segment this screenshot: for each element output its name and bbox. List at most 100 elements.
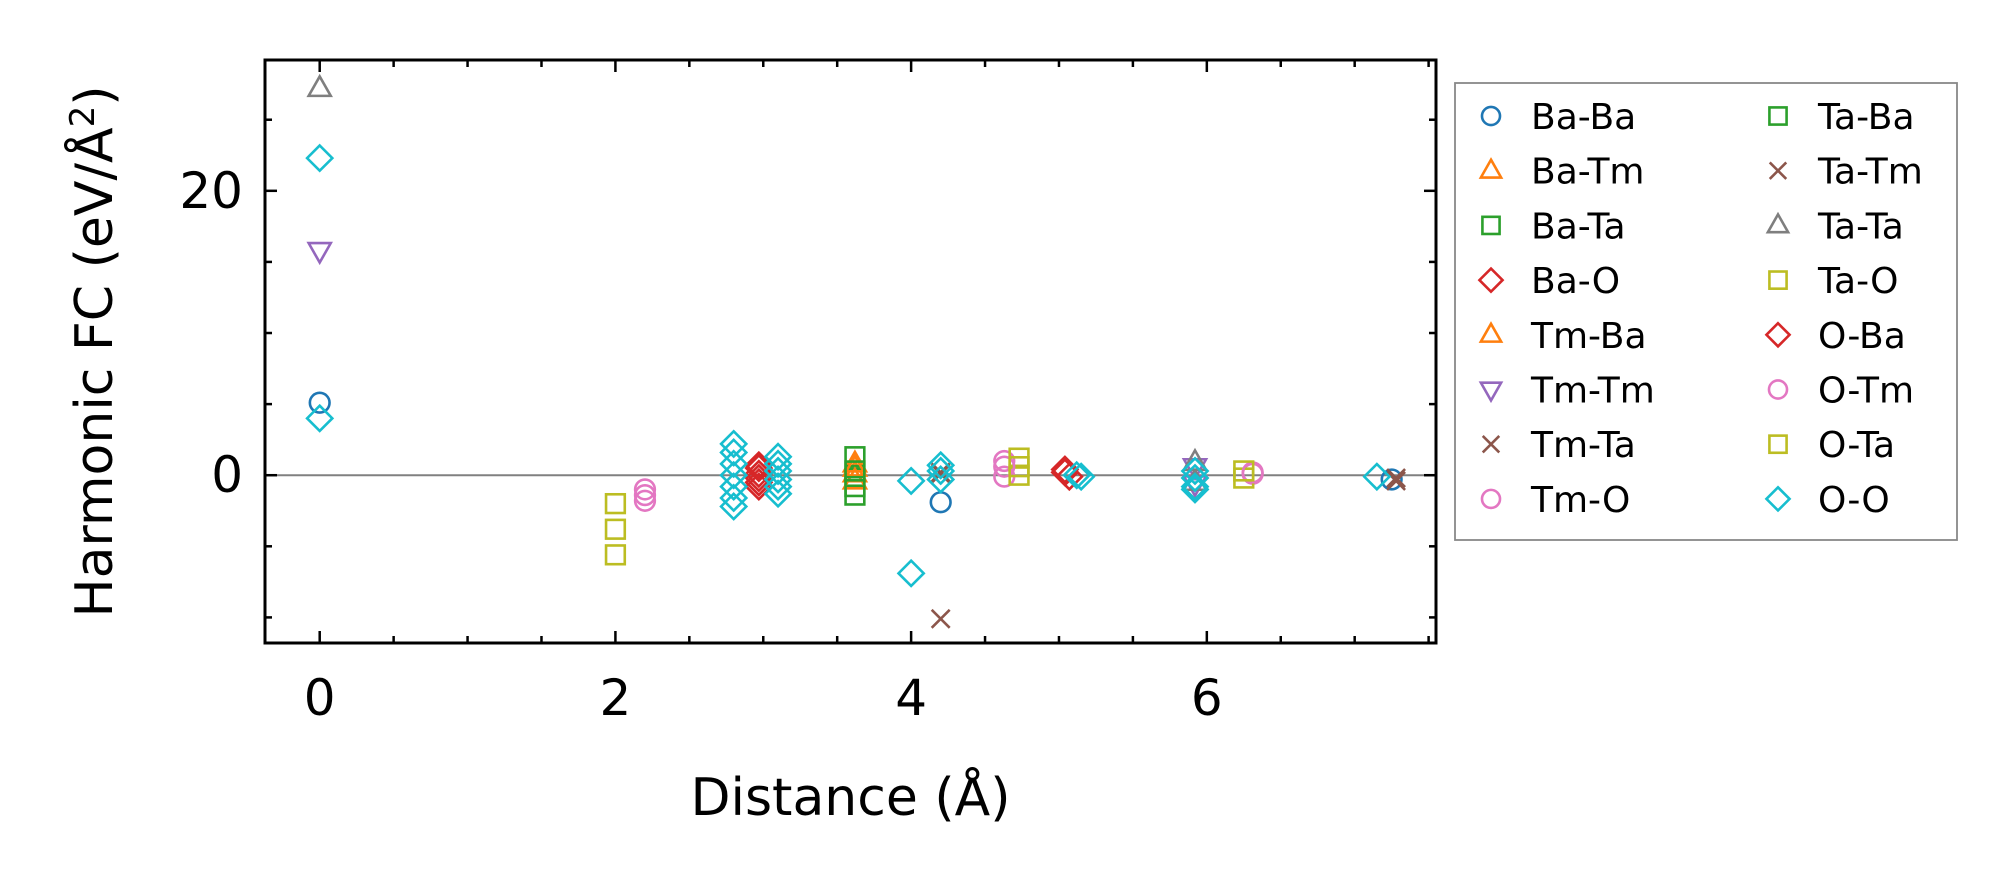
legend-label: Ta-Ta	[1817, 206, 1904, 247]
data-point	[993, 455, 1016, 478]
data-point	[926, 465, 956, 494]
data-point	[930, 608, 951, 629]
legend-label: Ta-Tm	[1817, 152, 1923, 193]
legend-label: Ba-Ba	[1531, 97, 1636, 138]
legend-entry: Ba-O	[1477, 261, 1620, 302]
legend-entry: O-Ta	[1768, 425, 1895, 466]
y-axis-label: Harmonic FC (eV/Å2)	[63, 85, 125, 617]
series-ta-ta	[306, 73, 1209, 492]
data-point	[844, 475, 866, 498]
legend-label: Tm-Ta	[1530, 425, 1636, 466]
data-point	[1008, 456, 1030, 478]
data-point	[1062, 460, 1092, 490]
series-o-o	[305, 143, 1392, 588]
y-axis-label-main: Harmonic FC (eV/Å	[63, 127, 125, 618]
series-tm-ba	[841, 453, 869, 490]
legend-marker	[1765, 211, 1791, 234]
legend-label: O-Ta	[1818, 425, 1895, 466]
y-axis-label-superscript: 2	[63, 106, 103, 128]
data-point	[1233, 460, 1255, 482]
legend-marker	[1767, 379, 1789, 400]
legend-marker	[1481, 435, 1501, 454]
data-point	[763, 465, 793, 494]
data-point	[308, 391, 331, 414]
data-point	[719, 438, 749, 467]
series-ta-ba	[844, 460, 866, 498]
legend-label: O-Tm	[1818, 371, 1914, 412]
legend-marker	[1764, 485, 1792, 513]
legend-marker	[1768, 270, 1788, 290]
legend-entry: Tm-O	[1480, 480, 1630, 521]
legend-label: Ba-O	[1531, 261, 1620, 302]
y-tick-label: 0	[211, 446, 243, 504]
legend-entry: Ta-O	[1768, 261, 1898, 302]
legend-entry: Ta-Ta	[1765, 206, 1904, 247]
legend-marker	[1480, 488, 1502, 510]
data-point	[896, 558, 926, 588]
data-point	[1180, 474, 1210, 504]
legend-entry: Tm-Ba	[1478, 316, 1647, 357]
data-point	[1380, 468, 1403, 491]
data-point	[763, 442, 793, 472]
data-point	[1180, 456, 1210, 486]
legend-label: Tm-Tm	[1530, 371, 1655, 412]
legend-marker	[1478, 321, 1504, 343]
data-point	[844, 460, 866, 482]
data-points	[305, 73, 1406, 629]
data-point	[719, 472, 749, 502]
legend-label: Tm-Ba	[1530, 316, 1647, 357]
legend-frame	[1454, 82, 1958, 541]
data-point	[719, 429, 749, 459]
legend-label: Ba-Ta	[1531, 206, 1626, 247]
axis-ticks	[265, 60, 1436, 643]
data-point	[604, 518, 627, 540]
data-point	[305, 143, 335, 173]
data-point	[719, 449, 749, 479]
legend-entry: Tm-Ta	[1481, 425, 1636, 466]
data-point	[719, 460, 749, 490]
data-point	[1180, 463, 1210, 493]
legend-entry: Ba-Ba	[1480, 97, 1636, 138]
data-point	[841, 453, 869, 477]
legend-entry: Ba-Tm	[1478, 152, 1645, 193]
legend-label: Ta-O	[1817, 261, 1898, 302]
data-point	[926, 450, 956, 480]
legend-marker	[1480, 105, 1502, 127]
data-point	[306, 73, 333, 98]
legend-marker	[1478, 381, 1504, 404]
legend-label: Tm-O	[1530, 480, 1630, 521]
legend-marker	[1478, 157, 1504, 179]
legend-entry: Ta-Ba	[1768, 97, 1915, 138]
legend-marker	[1477, 266, 1505, 294]
legend-marker	[1764, 321, 1792, 349]
data-point	[1050, 457, 1080, 487]
series-ba-o	[744, 453, 1084, 502]
data-point	[604, 492, 627, 515]
x-tick-label: 6	[1191, 669, 1223, 727]
y-tick-label: 20	[179, 162, 243, 220]
data-point	[633, 489, 657, 512]
data-point	[841, 466, 869, 490]
legend-entry: Ta-Tm	[1768, 152, 1923, 193]
legend-entry: O-O	[1764, 480, 1890, 521]
legend-marker	[1768, 161, 1788, 180]
data-point	[844, 446, 866, 468]
data-point	[633, 478, 657, 501]
data-point	[633, 483, 657, 507]
data-point	[763, 479, 793, 509]
data-point	[1386, 470, 1406, 491]
legend-marker	[1768, 434, 1788, 455]
series-ta-tm	[930, 463, 1406, 488]
data-point	[305, 403, 335, 433]
data-point	[306, 241, 333, 266]
axis-tick-labels: 0 2 4 6 0 20	[179, 162, 1222, 727]
x-tick-label: 2	[600, 669, 632, 727]
data-point	[930, 463, 951, 484]
legend-label: O-Ba	[1818, 316, 1906, 357]
series-tm-ta	[930, 462, 1406, 629]
data-point	[896, 466, 926, 496]
legend-label: Ba-Tm	[1531, 152, 1645, 193]
legend-label: O-O	[1818, 480, 1890, 521]
data-point	[993, 449, 1016, 473]
